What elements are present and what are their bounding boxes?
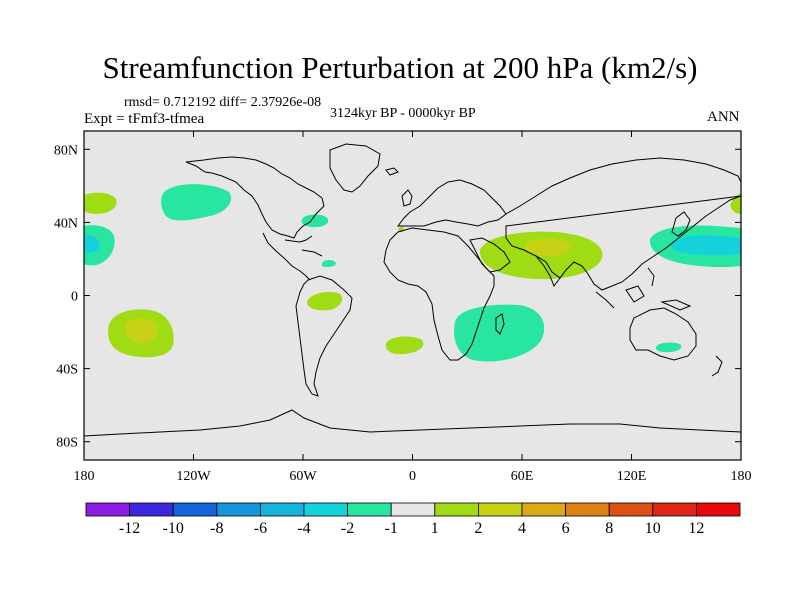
season-label: ANN: [707, 109, 740, 125]
colorbar-swatch-13: [652, 502, 697, 517]
coastline-iceland: [385, 167, 399, 176]
coastline-south-america: [295, 275, 353, 397]
coastline-madagascar: [495, 313, 505, 335]
colorbar-swatch-6: [347, 502, 392, 517]
plot-background: [84, 131, 741, 460]
anomaly-caribbean-teal: [322, 260, 336, 267]
y-tick-label-0: 80N: [54, 143, 78, 158]
coastline-europe: [397, 179, 507, 227]
anomaly-north-atlantic-teal: [301, 214, 329, 228]
colorbar-swatch-10: [521, 502, 566, 517]
colorbar-swatch-0: [85, 502, 130, 517]
colorbar-label-6: -1: [385, 520, 398, 537]
period-label: 3124kyr BP - 0000kyr BP: [330, 106, 476, 121]
coastline-new-zealand: [711, 355, 723, 377]
colorbar-label-4: -4: [297, 520, 310, 537]
anomaly-south-asia-yellow: [525, 238, 571, 257]
x-tick-label-1: 120W: [176, 469, 211, 484]
colorbar-label-2: -8: [210, 520, 223, 537]
colorbar-swatch-7: [390, 502, 436, 517]
y-tick-label-3: 40S: [56, 363, 78, 378]
rmsd-stats: rmsd= 0.712192 diff= 2.37926e-08: [124, 95, 322, 110]
anomaly-west-pacific-cyan: [671, 235, 741, 256]
coastline-new-guinea: [660, 299, 692, 311]
coastline-borneo: [625, 285, 645, 303]
colorbar-swatch-14: [696, 502, 741, 517]
colorbar-swatch-2: [172, 502, 218, 517]
coastline-sumatra: [595, 291, 615, 309]
coastlines: [84, 143, 741, 437]
colorbar-swatch-3: [216, 502, 261, 517]
colorbar-label-1: -10: [163, 520, 184, 537]
coastline-central-america: [262, 232, 311, 281]
anomaly-south-atlantic-green: [385, 336, 424, 355]
colorbar-swatch-1: [129, 502, 174, 517]
anomaly-south-pacific-yellow: [124, 318, 158, 344]
anomaly-eq-atlantic-green: [307, 292, 343, 311]
coastline-australia: [629, 307, 697, 361]
x-tick-label-4: 60E: [511, 469, 534, 484]
coastline-asia: [505, 157, 741, 291]
coastline-gulf: [284, 235, 313, 243]
x-tick-label-6: 180: [731, 469, 752, 484]
colorbar-swatch-5: [303, 502, 348, 517]
colorbar-label-8: 2: [474, 520, 482, 537]
axis-ticks: 180 120W 60W 0 60E 120E 180 80N 40N 0 40S 80S: [54, 131, 752, 484]
colorbar-label-3: -6: [254, 520, 267, 537]
x-tick-label-2: 60W: [289, 469, 317, 484]
colorbar-swatch-4: [259, 502, 305, 517]
colorbar-label-9: 4: [518, 520, 526, 537]
coastline-arabia: [469, 237, 511, 273]
colorbar: -12 -10 -8 -6 -4 -2 -1 1 2 4 6 8 10 12: [85, 502, 741, 537]
colorbar-swatch-9: [477, 502, 523, 517]
x-tick-label-5: 120E: [617, 469, 647, 484]
coastline-antarctica: [84, 409, 741, 437]
coastline-philippines: [647, 267, 655, 287]
colorbar-label-0: -12: [119, 520, 140, 537]
y-tick-label-4: 80S: [56, 436, 78, 451]
colorbar-swatch-11: [565, 502, 610, 517]
anomaly-nw-pacific-green: [730, 193, 741, 214]
coastline-north-america: [185, 156, 325, 239]
anomaly-north-pacific-east-green: [84, 192, 117, 214]
colorbar-label-5: -2: [341, 520, 354, 537]
anomaly-ne-pacific-teal: [161, 184, 232, 221]
coastline-cuba: [301, 249, 323, 257]
colorbar-swatch-8: [434, 502, 479, 517]
x-tick-label-3: 0: [409, 469, 416, 484]
anomaly-australia-teal: [655, 342, 682, 353]
colorbar-label-11: 8: [605, 520, 613, 537]
colorbar-label-12: 10: [645, 520, 661, 537]
coastline-africa: [383, 227, 495, 361]
coastline-british-isles: [401, 189, 413, 207]
colorbar-label-13: 12: [688, 520, 704, 537]
y-tick-label-1: 40N: [54, 216, 78, 231]
coastline-japan: [671, 211, 691, 237]
experiment-label: Expt = tFmf3-tfmea: [84, 111, 205, 127]
coastline-india: [535, 255, 561, 288]
chart-title: Streamfunction Perturbation at 200 hPa (…: [102, 50, 698, 85]
colorbar-label-7: 1: [431, 520, 439, 537]
x-tick-label-0: 180: [74, 469, 95, 484]
y-tick-label-2: 0: [71, 290, 78, 305]
colorbar-label-10: 6: [562, 520, 570, 537]
coastline-greenland: [329, 143, 381, 193]
colorbar-swatch-12: [608, 502, 654, 517]
anomaly-central-pacific-cyan: [84, 235, 100, 254]
